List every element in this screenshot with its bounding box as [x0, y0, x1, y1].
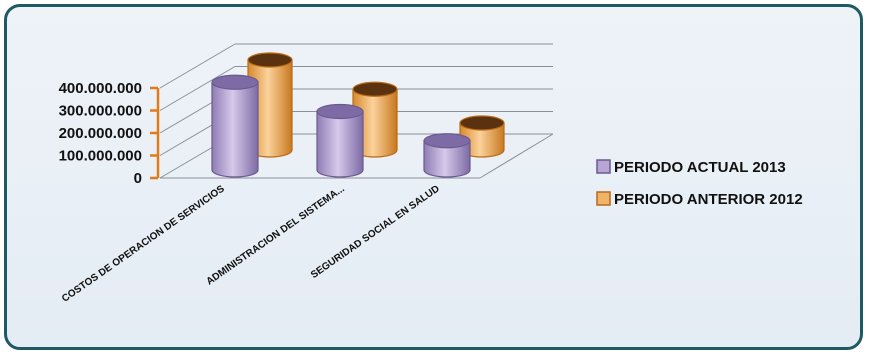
x-category-label: COSTOS DE OPERACION DE SERVICIOS — [60, 183, 227, 304]
legend-label: PERIODO ANTERIOR 2012 — [614, 191, 803, 208]
x-axis-labels: COSTOS DE OPERACION DE SERVICIOSADMINIST… — [60, 183, 442, 304]
chart-legend: PERIODO ACTUAL 2013 PERIODO ANTERIOR 2012 — [596, 159, 803, 208]
bar-periodo-anterior-1 — [247, 52, 293, 158]
y-axis: 0 100.000.000 200.000.000 300.000.000 400.00… — [59, 80, 160, 187]
legend-swatch — [596, 159, 611, 174]
legend-item: PERIODO ACTUAL 2013 — [596, 159, 786, 176]
chart-frame — [4, 4, 863, 350]
bar-periodo-actual-3 — [423, 133, 471, 178]
floor-right-edge — [479, 133, 554, 179]
y-tick-label: 200.000.000 — [59, 125, 142, 142]
bar-periodo-actual-1 — [211, 74, 259, 178]
y-tick-label: 400.000.000 — [59, 80, 142, 97]
y-tick-label: 0 — [134, 170, 142, 187]
y-tick-label: 100.000.000 — [59, 148, 142, 165]
legend-item: PERIODO ANTERIOR 2012 — [596, 191, 803, 208]
y-tick-label: 300.000.000 — [59, 103, 142, 120]
chart-bars — [211, 52, 505, 178]
grid-line-diagonal — [159, 66, 236, 111]
legend-swatch — [596, 191, 611, 206]
bar-periodo-actual-2 — [316, 103, 364, 178]
legend-label: PERIODO ACTUAL 2013 — [614, 159, 786, 176]
bar-periodo-anterior-3 — [459, 115, 505, 158]
grid-line-diagonal — [159, 43, 236, 89]
bar-periodo-anterior-2 — [352, 81, 398, 158]
